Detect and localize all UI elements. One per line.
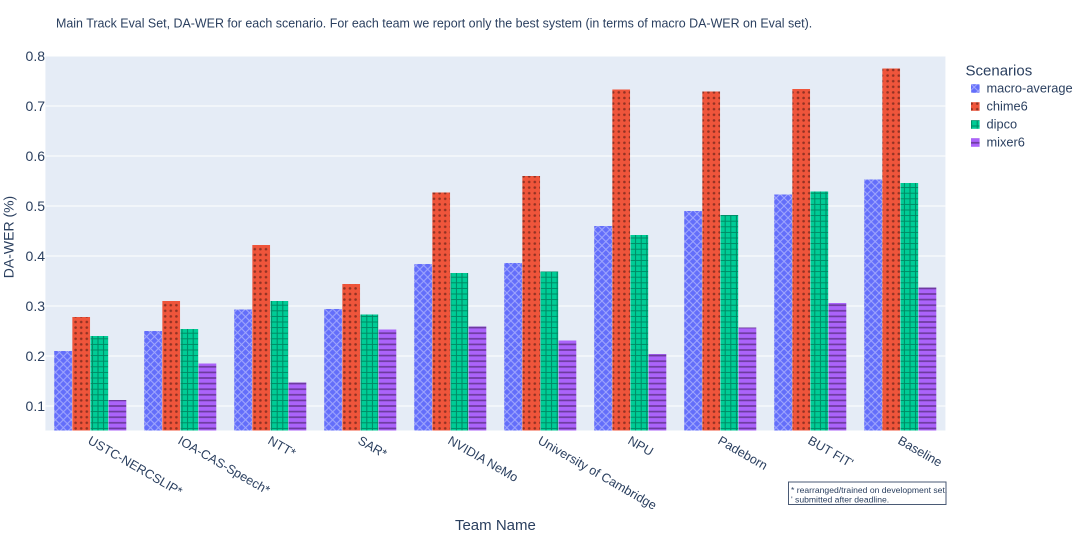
svg-text:' submitted after deadline.: ' submitted after deadline.: [791, 494, 889, 504]
svg-text:Scenarios: Scenarios: [966, 63, 1033, 80]
svg-text:Team Name: Team Name: [455, 517, 536, 534]
svg-text:* rearranged/trained on develo: * rearranged/trained on development set.: [791, 485, 947, 495]
svg-text:0.6: 0.6: [26, 148, 46, 164]
svg-text:0.4: 0.4: [26, 248, 46, 264]
svg-text:0.5: 0.5: [26, 198, 46, 214]
svg-text:0.3: 0.3: [26, 298, 46, 314]
svg-text:chime6: chime6: [987, 99, 1028, 114]
svg-text:macro-average: macro-average: [987, 81, 1073, 96]
svg-text:Main Track Eval Set, DA-WER fo: Main Track Eval Set, DA-WER for each sce…: [56, 17, 812, 31]
svg-text:0.1: 0.1: [26, 398, 46, 414]
svg-text:mixer6: mixer6: [987, 135, 1025, 150]
svg-text:0.8: 0.8: [26, 48, 46, 64]
svg-text:dipco: dipco: [987, 117, 1018, 132]
svg-text:DA-WER (%): DA-WER (%): [1, 196, 17, 278]
svg-text:0.7: 0.7: [26, 98, 46, 114]
svg-text:0.2: 0.2: [26, 348, 46, 364]
